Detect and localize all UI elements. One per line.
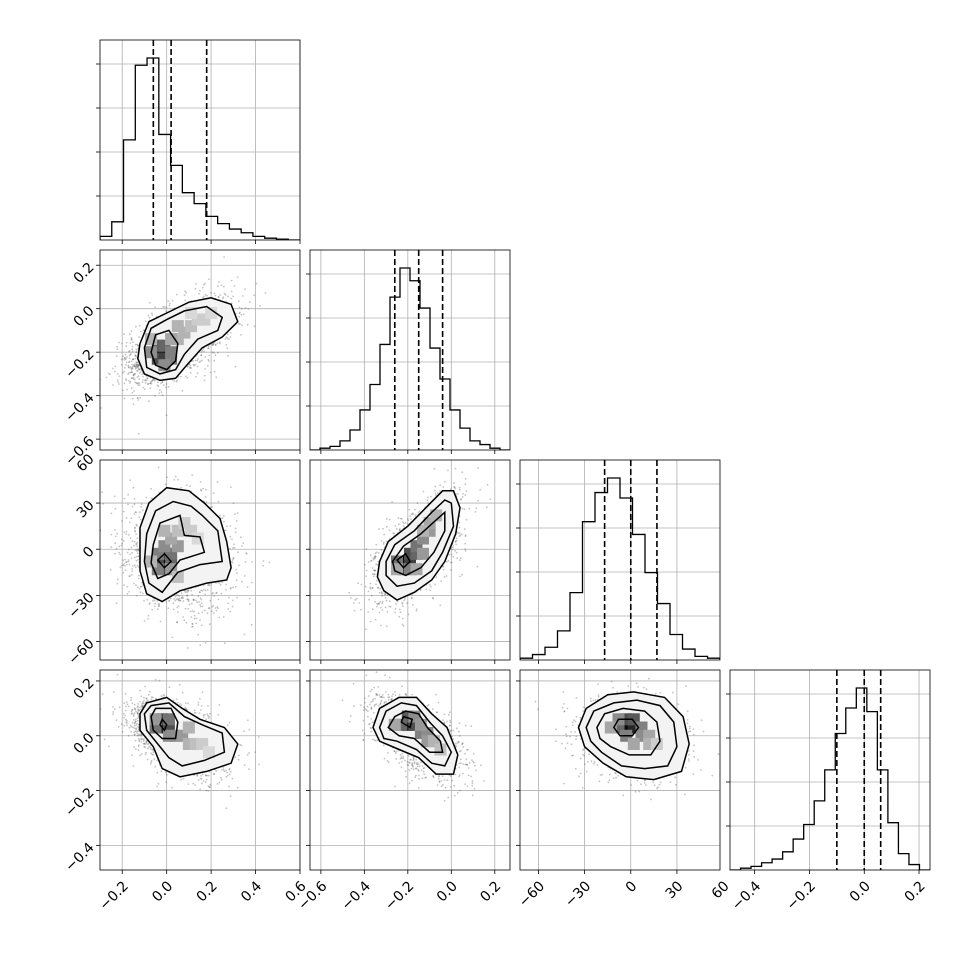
y-tick-label-1-2: −0.2: [62, 347, 97, 382]
x-tick-label-3-0: −0.4: [729, 878, 764, 913]
scatter-panel-2-3: [516, 669, 721, 874]
density-cell: [417, 547, 429, 560]
histogram-1: [310, 267, 510, 450]
panel-frame: [99, 249, 301, 451]
density-cell: [171, 320, 184, 333]
hist-panel-1: [306, 249, 511, 454]
y-tick-label-1-3: 0.0: [71, 303, 98, 330]
density-cell: [434, 743, 447, 756]
panel-frame: [99, 39, 301, 241]
histogram-2: [520, 477, 720, 660]
density-cell: [165, 333, 178, 346]
contour-level-2: [391, 510, 446, 577]
scatter-panel-1-3: [306, 669, 511, 874]
panel-frame: [519, 459, 721, 661]
contour-level-0: [139, 486, 232, 603]
density-cell: [182, 721, 195, 734]
hist-panel-3: [726, 669, 931, 874]
density-cell: [162, 729, 175, 742]
x-tick-label-3-3: 0.2: [902, 878, 929, 905]
panel-frame: [309, 669, 511, 871]
contour-level-0: [577, 691, 690, 781]
contour-level-0: [139, 696, 239, 778]
x-tick-label-0-3: 0.4: [238, 878, 265, 905]
contour-level-2: [150, 329, 179, 371]
y-tick-label-3-2: 0.0: [71, 730, 98, 757]
contour-level-0: [372, 696, 459, 775]
contour-level-1: [143, 500, 224, 594]
contour-level-3: [395, 552, 411, 569]
x-tick-label-2-0: −60: [516, 878, 548, 910]
contour-level-3: [400, 715, 414, 729]
contour-level-1: [143, 305, 224, 375]
hist-panel-0: [96, 39, 301, 244]
contour-level-2: [596, 707, 661, 756]
density-cell: [162, 713, 175, 726]
y-tick-label-2-1: −30: [65, 590, 97, 622]
x-tick-label-0-2: 0.2: [194, 878, 221, 905]
panel-frame: [309, 249, 511, 451]
panel-frame: [309, 459, 511, 661]
y-tick-label-3-3: 0.2: [71, 675, 98, 702]
scatter-panel-1-2: [306, 459, 511, 664]
contour-level-3: [612, 718, 640, 737]
panel-frame: [99, 669, 301, 871]
density-pixels: [145, 307, 218, 372]
x-tick-label-1-3: 0.0: [434, 878, 461, 905]
x-tick-label-2-4: 60: [709, 878, 733, 902]
density-cell: [171, 570, 184, 583]
contour-level-2: [150, 707, 179, 740]
x-tick-label-3-2: 0.0: [847, 878, 874, 905]
x-tick-label-1-4: 0.2: [477, 878, 504, 905]
y-tick-label-1-1: −0.4: [62, 390, 97, 425]
y-tick-label-2-3: 30: [74, 497, 98, 521]
density-cell: [430, 509, 443, 522]
contour-level-0: [137, 297, 239, 382]
x-tick-label-3-1: −0.2: [784, 878, 819, 913]
contour-level-1: [385, 499, 455, 588]
y-tick-label-3-0: −0.4: [62, 840, 97, 875]
scatter-panel-0-2: [96, 459, 301, 664]
x-tick-label-2-2: 0: [623, 878, 641, 896]
panel-frame: [519, 669, 721, 871]
x-tick-label-0-0: −0.2: [96, 878, 131, 913]
histogram-0: [100, 57, 300, 240]
contour-level-3: [156, 552, 173, 569]
x-tick-label-1-2: −0.2: [382, 878, 417, 913]
histogram-3: [730, 687, 930, 870]
density-cell: [604, 721, 617, 734]
scatter-panel-0-1: [96, 249, 301, 454]
x-tick-label-2-3: 30: [663, 878, 687, 902]
contour-level-1: [378, 702, 453, 767]
y-tick-label-2-2: 0: [80, 544, 98, 562]
scatter-panel-0-3: [96, 669, 301, 874]
contour-level-1: [143, 702, 226, 767]
hist-panel-2: [516, 459, 721, 664]
y-tick-label-2-0: −60: [65, 636, 97, 668]
contour-level-0: [376, 490, 461, 601]
contour-level-2: [387, 710, 444, 753]
panel-frame: [99, 459, 301, 661]
panel-frame: [729, 669, 931, 871]
density-cell: [650, 738, 663, 750]
y-tick-label-3-1: −0.2: [62, 785, 97, 820]
contour-level-1: [585, 699, 678, 770]
density-cell: [627, 738, 640, 750]
x-tick-label-2-1: −30: [562, 878, 594, 910]
x-tick-label-1-1: −0.4: [339, 878, 374, 913]
density-cell: [205, 307, 218, 319]
contour-level-3: [159, 717, 168, 732]
y-tick-label-1-4: 0.2: [71, 260, 98, 287]
density-cell: [202, 746, 215, 759]
x-tick-label-0-1: 0.0: [149, 878, 176, 905]
density-cell: [158, 524, 171, 537]
contour-level-2: [150, 514, 206, 580]
